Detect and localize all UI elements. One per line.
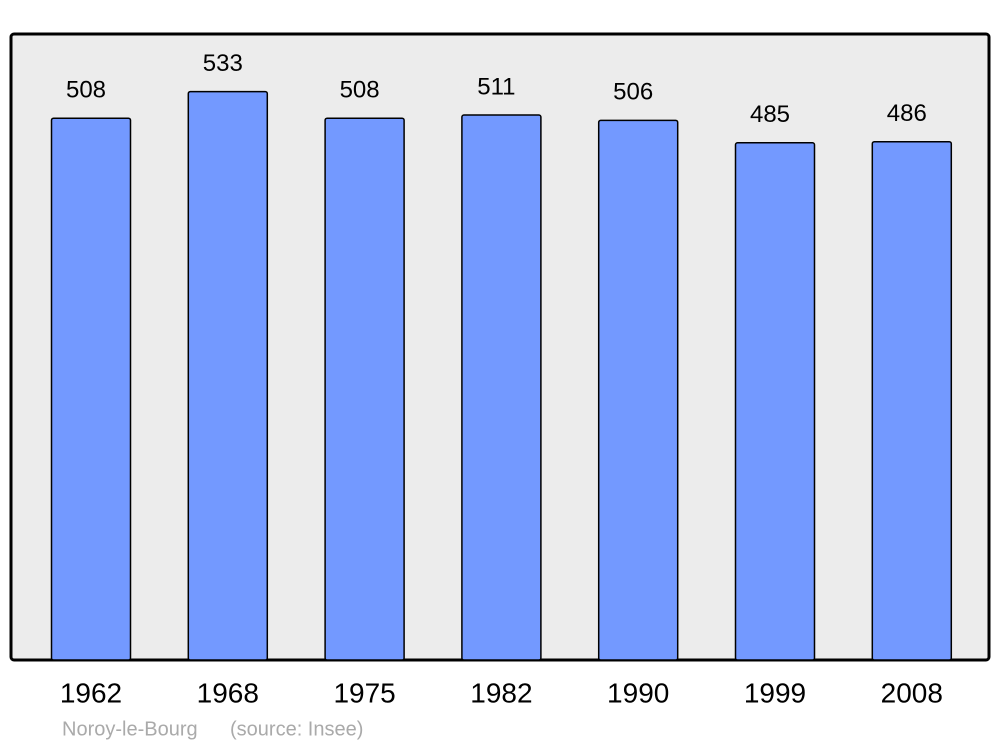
footer-place: Noroy-le-Bourg <box>62 718 198 740</box>
bar <box>597 119 679 661</box>
data-label: 508 <box>66 77 106 104</box>
bar <box>871 140 953 661</box>
x-tick-label: 2008 <box>881 677 943 708</box>
data-label: 506 <box>613 79 653 106</box>
data-label: 508 <box>340 77 380 104</box>
bar <box>324 117 405 661</box>
bar <box>50 117 132 661</box>
x-tick-label: 1999 <box>744 677 806 708</box>
footer-source: (source: Insee) <box>230 718 363 740</box>
bar <box>187 90 269 661</box>
x-tick-label: 1968 <box>197 677 259 708</box>
data-label: 511 <box>477 73 515 100</box>
x-tick-label: 1962 <box>60 677 122 708</box>
x-tick-label: 1990 <box>607 677 669 708</box>
data-label: 485 <box>750 101 790 128</box>
x-tick-label: 1982 <box>470 677 532 708</box>
x-tick-label: 1975 <box>333 677 395 708</box>
data-label: 486 <box>887 100 927 127</box>
bar <box>461 114 542 661</box>
data-label: 533 <box>203 50 243 77</box>
bar <box>734 142 816 661</box>
